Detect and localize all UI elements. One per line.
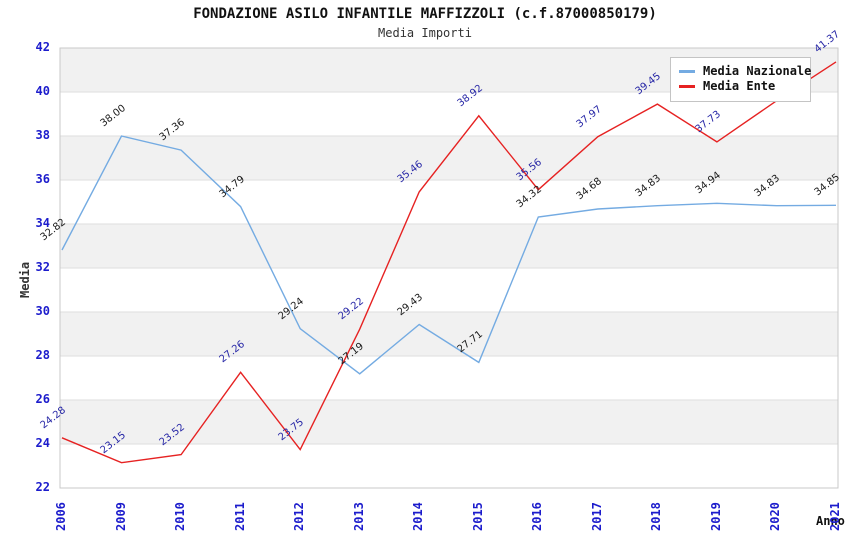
plot-band: [60, 224, 838, 268]
y-tick-label: 22: [35, 480, 50, 494]
legend: Media Nazionale Media Ente: [670, 57, 811, 102]
x-tick-label: 2013: [351, 502, 366, 531]
plot-band: [60, 136, 838, 180]
y-tick-label: 30: [35, 304, 50, 318]
x-tick-label: 2009: [113, 502, 128, 531]
y-tick-label: 26: [35, 392, 50, 406]
x-tick-label: 2020: [768, 502, 783, 531]
x-tick-label: 2010: [173, 502, 188, 531]
media-ente-line-swatch-icon: [679, 85, 695, 88]
plot-border: [59, 47, 839, 489]
media-nazionale-line: [61, 135, 837, 375]
x-tick-label: 2021: [828, 502, 842, 531]
page-title: FONDAZIONE ASILO INFANTILE MAFFIZZOLI (c…: [193, 6, 657, 22]
legend-item-media-nazionale: Media Nazionale: [679, 64, 811, 79]
legend-label: Media Nazionale: [703, 64, 812, 78]
media-nazionale-line-swatch-icon: [679, 70, 695, 73]
y-tick-label: 40: [35, 84, 50, 98]
y-tick-label: 32: [35, 260, 50, 274]
x-tick-label: 2016: [530, 502, 545, 531]
y-tick-label: 24: [35, 436, 50, 450]
plot-band: [60, 400, 838, 444]
y-tick-label: 42: [35, 40, 50, 54]
y-tick-label: 28: [35, 348, 50, 362]
plot-band: [60, 312, 838, 356]
y-tick-label: 36: [35, 172, 50, 186]
x-tick-label: 2011: [232, 502, 247, 531]
legend-label: Media Ente: [703, 79, 776, 93]
legend-item-media-ente: Media Ente: [679, 79, 802, 94]
x-tick-label: 2006: [54, 502, 68, 531]
x-tick-label: 2019: [708, 502, 723, 531]
x-tick-label: 2018: [649, 502, 664, 531]
x-axis-title: Anno: [816, 514, 845, 528]
x-tick-label: 2012: [292, 502, 307, 531]
page-subtitle: Media Importi: [378, 26, 472, 40]
y-tick-label: 34: [35, 216, 50, 230]
media-ente-line: [61, 61, 837, 464]
x-tick-label: 2014: [411, 502, 426, 531]
x-tick-label: 2015: [470, 502, 485, 531]
y-tick-label: 38: [35, 128, 50, 142]
x-tick-label: 2017: [589, 502, 604, 531]
